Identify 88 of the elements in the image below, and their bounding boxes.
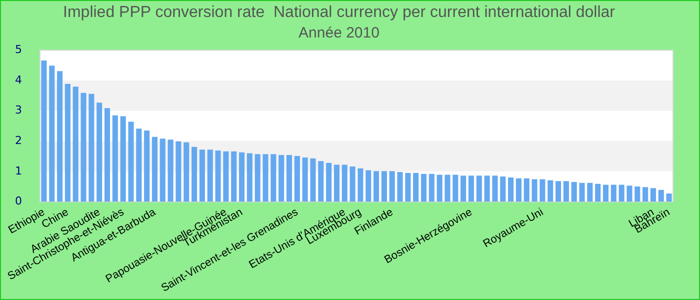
bar [310, 158, 316, 202]
bar [239, 152, 245, 202]
bar [88, 94, 94, 202]
bar [500, 176, 506, 202]
bar [184, 142, 190, 202]
bar [508, 177, 514, 202]
y-tick-label: 0 [15, 194, 22, 208]
bar [358, 168, 364, 202]
bar [374, 171, 380, 202]
bar [666, 194, 672, 202]
bar [326, 162, 332, 202]
bar [199, 150, 205, 202]
bar [460, 176, 466, 202]
bar [492, 176, 498, 202]
bar [468, 176, 474, 202]
y-tick-label: 1 [15, 164, 22, 178]
bar [128, 122, 134, 202]
bar [610, 184, 616, 202]
bar [516, 178, 522, 202]
bar [215, 150, 221, 202]
bar [168, 140, 174, 202]
bar [524, 178, 530, 202]
bar [96, 102, 102, 202]
bar [634, 186, 640, 202]
bar [658, 190, 664, 202]
bar [64, 84, 70, 202]
y-tick-label: 4 [15, 73, 22, 86]
bar [318, 161, 324, 202]
bar [476, 176, 482, 202]
bar [80, 92, 86, 202]
bar [571, 182, 577, 202]
bar [104, 108, 110, 202]
bar [642, 187, 648, 202]
bar [294, 156, 300, 202]
bar [366, 170, 372, 202]
bar [49, 66, 55, 202]
y-tick-label: 3 [15, 104, 22, 117]
bar [286, 155, 292, 202]
bar [413, 172, 419, 202]
bar [254, 154, 260, 202]
bar [207, 150, 213, 202]
bar [342, 164, 348, 202]
y-tick-label: 5 [15, 43, 22, 56]
bar [136, 128, 142, 202]
bar [397, 172, 403, 202]
bar [579, 182, 585, 202]
bar [484, 176, 490, 202]
bar [112, 115, 118, 202]
bar [556, 181, 562, 202]
chart-title: Implied PPP conversion rate National currency per current international dollar [63, 4, 616, 22]
bar [270, 154, 276, 202]
bar [420, 174, 427, 202]
bar [540, 179, 546, 202]
bar [381, 171, 387, 202]
bar [444, 174, 450, 202]
bar [602, 184, 609, 202]
bar [223, 151, 229, 202]
bar [262, 154, 268, 202]
bar [246, 153, 252, 202]
bar [532, 179, 538, 202]
bar [428, 174, 434, 202]
bar [595, 184, 601, 202]
bar [192, 146, 198, 202]
bar [144, 130, 150, 202]
bar [452, 174, 458, 202]
bar [618, 184, 624, 202]
bar [436, 174, 442, 202]
bar [626, 186, 632, 202]
chart-subtitle: Année 2010 [298, 24, 380, 42]
bar [278, 155, 284, 202]
bar [548, 180, 554, 202]
bar [650, 188, 656, 202]
bar [72, 86, 78, 202]
bar [334, 164, 340, 202]
bar [563, 181, 569, 202]
bar [160, 138, 166, 202]
bar [120, 116, 126, 202]
bar [350, 166, 356, 202]
bar [302, 157, 308, 202]
bar [152, 136, 158, 202]
y-tick-label: 2 [15, 134, 22, 147]
bar [41, 60, 47, 202]
bar [587, 182, 593, 202]
bar [176, 141, 182, 202]
bar [389, 171, 395, 202]
bar [405, 172, 411, 202]
bar [57, 71, 63, 202]
bar [231, 151, 237, 202]
